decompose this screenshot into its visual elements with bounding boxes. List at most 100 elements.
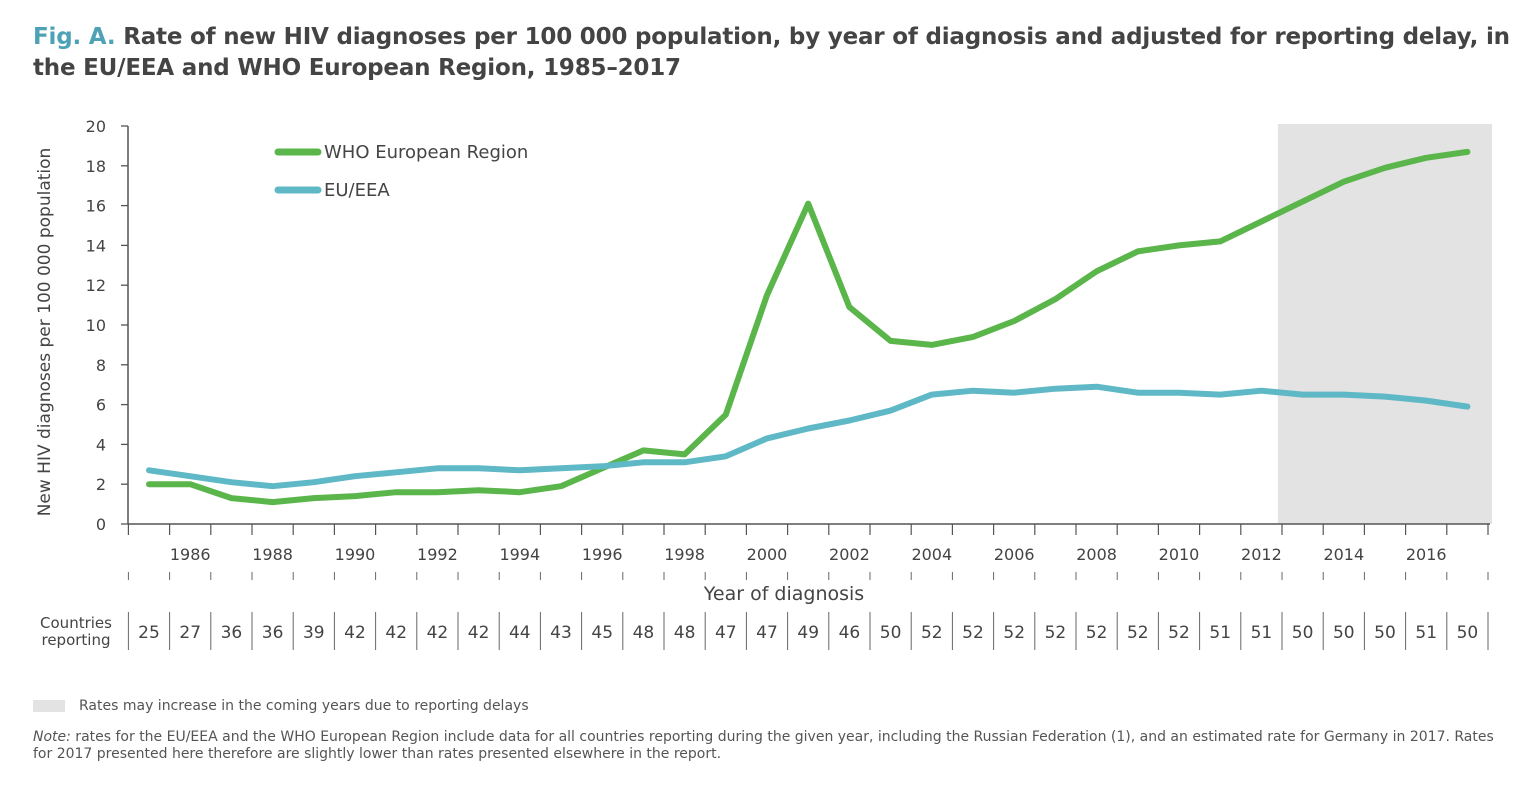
countries-reporting-value: 36 bbox=[262, 623, 284, 643]
data-point bbox=[1094, 268, 1100, 274]
countries-reporting-value: 50 bbox=[1374, 623, 1396, 643]
data-point bbox=[558, 483, 564, 489]
data-point bbox=[1135, 248, 1141, 254]
countries-reporting-value: 50 bbox=[1292, 623, 1314, 643]
y-tick-label: 18 bbox=[86, 157, 106, 176]
chart-series bbox=[146, 148, 1471, 506]
data-point bbox=[1094, 384, 1100, 390]
data-point bbox=[187, 473, 193, 479]
countries-reporting-value: 50 bbox=[1457, 623, 1479, 643]
data-point bbox=[1258, 388, 1264, 394]
data-point bbox=[846, 304, 853, 310]
data-point bbox=[1258, 218, 1264, 225]
data-point bbox=[517, 467, 523, 473]
countries-reporting-value: 52 bbox=[1127, 623, 1149, 643]
shade-legend-text: Rates may increase in the coming years d… bbox=[79, 698, 529, 714]
countries-reporting-value: 51 bbox=[1415, 623, 1437, 643]
data-point bbox=[970, 388, 976, 394]
data-point bbox=[311, 479, 317, 485]
chart-legend: WHO European Region EU/EEA bbox=[274, 142, 528, 201]
countries-reporting-value: 42 bbox=[427, 623, 449, 643]
countries-reporting-value: 42 bbox=[468, 623, 490, 643]
x-tick-label: 2006 bbox=[994, 545, 1035, 564]
data-point bbox=[805, 425, 811, 432]
countries-reporting-value: 39 bbox=[303, 623, 325, 643]
data-point bbox=[1011, 318, 1017, 324]
figure-title-text: Rate of new HIV diagnoses per 100 000 po… bbox=[33, 24, 1510, 81]
data-point bbox=[1300, 392, 1306, 398]
y-tick-label: 8 bbox=[96, 356, 106, 375]
x-tick-label: 2012 bbox=[1241, 545, 1282, 564]
footnotes: Rates may increase in the coming years d… bbox=[33, 698, 1503, 763]
data-point bbox=[434, 489, 440, 495]
data-point bbox=[682, 459, 688, 465]
y-tick-label: 10 bbox=[86, 316, 106, 335]
countries-reporting-value: 52 bbox=[962, 623, 984, 643]
data-point bbox=[1464, 403, 1470, 410]
x-tick-label: 1986 bbox=[170, 545, 211, 564]
countries-reporting-value: 52 bbox=[1003, 623, 1025, 643]
countries-reporting-value: 50 bbox=[1333, 623, 1355, 643]
y-tick-label: 16 bbox=[86, 197, 106, 216]
countries-reporting-label-line2: reporting bbox=[41, 631, 110, 649]
data-point bbox=[764, 435, 770, 442]
data-point bbox=[476, 465, 482, 471]
data-point bbox=[1341, 179, 1347, 185]
data-point bbox=[1341, 392, 1347, 398]
data-point bbox=[1464, 149, 1470, 155]
data-point bbox=[1176, 390, 1182, 396]
shaded-region bbox=[1277, 124, 1492, 524]
countries-reporting-value: 51 bbox=[1251, 623, 1273, 643]
data-point bbox=[929, 342, 935, 348]
x-tick-label: 2000 bbox=[747, 545, 788, 564]
y-tick-label: 14 bbox=[86, 236, 106, 255]
data-point bbox=[434, 465, 440, 471]
data-point bbox=[228, 495, 234, 501]
shade-legend: Rates may increase in the coming years d… bbox=[33, 698, 1503, 714]
data-point bbox=[640, 447, 647, 453]
chart-axes: 0 2 4 6 8 10 12 14 16 18 20 1986 1988 1990 1992 1994 199… bbox=[86, 117, 1490, 564]
data-point bbox=[888, 407, 894, 414]
data-point bbox=[311, 495, 317, 501]
countries-reporting-value: 48 bbox=[674, 623, 696, 643]
data-point bbox=[1135, 390, 1141, 396]
data-point bbox=[1423, 398, 1429, 404]
countries-reporting-value: 42 bbox=[344, 623, 366, 643]
y-tick-label: 12 bbox=[86, 276, 106, 295]
data-point bbox=[723, 411, 729, 418]
data-point bbox=[1423, 155, 1429, 161]
data-point bbox=[682, 451, 688, 457]
figure-title: Fig. A. Rate of new HIV diagnoses per 10… bbox=[33, 22, 1513, 84]
countries-reporting-value: 52 bbox=[921, 623, 943, 643]
series-line-eu-eea bbox=[146, 383, 1471, 490]
x-tick-label: 1996 bbox=[582, 545, 623, 564]
x-tick-label: 1988 bbox=[252, 545, 293, 564]
x-tick-label: 1992 bbox=[417, 545, 458, 564]
data-point bbox=[1052, 296, 1058, 302]
data-point bbox=[476, 487, 482, 493]
countries-reporting-value: 42 bbox=[385, 623, 407, 643]
countries-reporting-value: 27 bbox=[179, 623, 201, 643]
x-tick-label: 2004 bbox=[911, 545, 952, 564]
data-point bbox=[558, 465, 564, 471]
data-point bbox=[1011, 390, 1017, 396]
y-tick-label: 0 bbox=[96, 515, 106, 534]
countries-reporting-value: 36 bbox=[221, 623, 243, 643]
data-point bbox=[1052, 386, 1058, 392]
x-tick-label: 1994 bbox=[499, 545, 540, 564]
shade-swatch-icon bbox=[33, 700, 65, 712]
legend-label: EU/EEA bbox=[324, 180, 390, 201]
data-point bbox=[888, 338, 894, 344]
note-label: Note: bbox=[33, 729, 71, 745]
data-point bbox=[352, 473, 358, 479]
countries-reporting-value: 47 bbox=[756, 623, 778, 643]
figure-label: Fig. A. bbox=[33, 24, 116, 50]
legend-label: WHO European Region bbox=[324, 142, 528, 163]
countries-reporting-value: 47 bbox=[715, 623, 737, 643]
countries-reporting-value: 44 bbox=[509, 623, 531, 643]
countries-reporting-label-line1: Countries bbox=[40, 614, 112, 632]
x-tick-label: 2014 bbox=[1323, 545, 1364, 564]
x-tick-label: 2010 bbox=[1159, 545, 1200, 564]
note-text: Note: rates for the EU/EEA and the WHO E… bbox=[33, 729, 1503, 763]
